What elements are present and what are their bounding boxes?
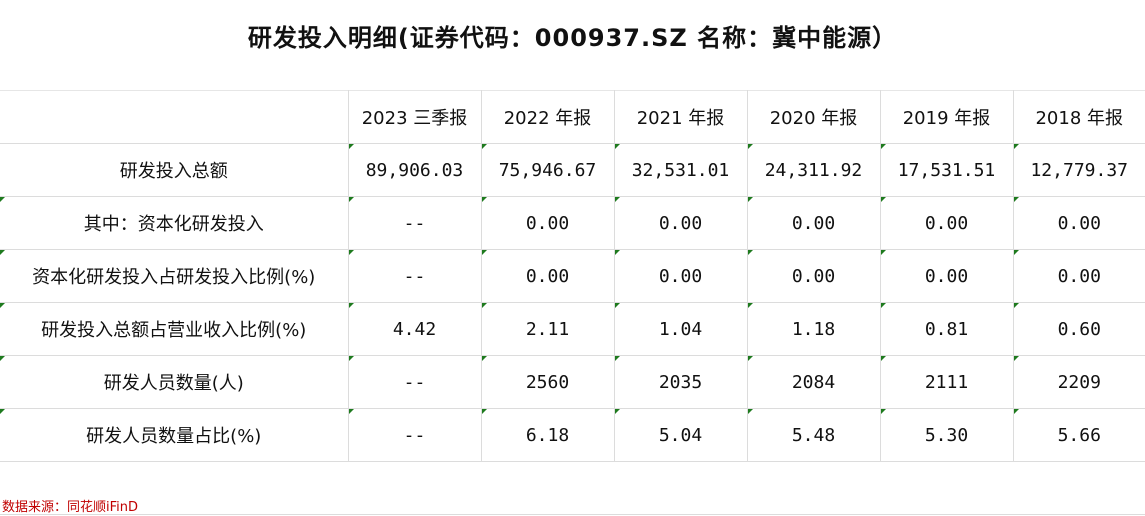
- table-cell: 89,906.03: [347, 143, 482, 197]
- table-cell: 12,779.37: [1012, 143, 1145, 197]
- table-cell: 2560: [480, 355, 615, 409]
- table-row: 资本化研发投入占研发投入比例(%) -- 0.00 0.00 0.00 0.00 0.00: [0, 249, 1145, 303]
- table-cell: 0.00: [1012, 196, 1145, 250]
- table-cell: 0.00: [480, 249, 615, 303]
- column-header: [0, 90, 349, 144]
- table-cell: 75,946.67: [480, 143, 615, 197]
- table-cell: 4.42: [347, 302, 482, 356]
- column-header: 2018 年报: [1012, 90, 1145, 144]
- rd-table: 2023 三季报 2022 年报 2021 年报 2020 年报 2019 年报 2018…: [0, 90, 1145, 462]
- column-header: 2020 年报: [746, 90, 881, 144]
- table-cell: --: [347, 355, 482, 409]
- table-cell: 0.00: [746, 196, 881, 250]
- row-label: 研发人员数量(人): [0, 355, 349, 409]
- table-cell: 6.18: [480, 408, 615, 462]
- table-cell: 5.04: [613, 408, 748, 462]
- table-cell: 0.81: [879, 302, 1014, 356]
- table-cell: 0.00: [879, 196, 1014, 250]
- table-cell: 24,311.92: [746, 143, 881, 197]
- table-cell: 5.30: [879, 408, 1014, 462]
- table-cell: 2111: [879, 355, 1014, 409]
- table-cell: 5.48: [746, 408, 881, 462]
- table-cell: 5.66: [1012, 408, 1145, 462]
- column-header: 2022 年报: [480, 90, 615, 144]
- table-cell: 0.00: [613, 249, 748, 303]
- data-source: 数据来源：同花顺iFinD: [2, 500, 139, 515]
- table-cell: 17,531.51: [879, 143, 1014, 197]
- table-cell: 2209: [1012, 355, 1145, 409]
- row-label: 资本化研发投入占研发投入比例(%): [0, 249, 349, 303]
- table-cell: --: [347, 196, 482, 250]
- header-row: 2023 三季报 2022 年报 2021 年报 2020 年报 2019 年报 2018…: [0, 90, 1145, 144]
- table-cell: --: [347, 408, 482, 462]
- table-cell: --: [347, 249, 482, 303]
- row-label: 研发人员数量占比(%): [0, 408, 349, 462]
- column-header: 2019 年报: [879, 90, 1014, 144]
- column-header: 2021 年报: [613, 90, 748, 144]
- row-label: 研发投入总额占营业收入比例(%): [0, 302, 349, 356]
- table-cell: 0.00: [1012, 249, 1145, 303]
- table-cell: 0.00: [879, 249, 1014, 303]
- footer-row: 数据来源：同花顺iFinD: [0, 461, 1145, 515]
- table-cell: 0.00: [746, 249, 881, 303]
- column-header: 2023 三季报: [347, 90, 482, 144]
- table-row: 研发人员数量(人) -- 2560 2035 2084 2111 2209: [0, 355, 1145, 409]
- table-row: 研发投入总额 89,906.03 75,946.67 32,531.01 24,311.…: [0, 143, 1145, 197]
- table-cell: 2035: [613, 355, 748, 409]
- table-cell: 0.00: [613, 196, 748, 250]
- table-row: 研发投入总额占营业收入比例(%) 4.42 2.11 1.04 1.18 0.81 0.60: [0, 302, 1145, 356]
- page-title: 研发投入明细(证券代码：000937.SZ 名称：冀中能源）: [247, 24, 898, 52]
- table-cell: 0.60: [1012, 302, 1145, 356]
- table-cell: 1.04: [613, 302, 748, 356]
- table-row: 其中：资本化研发投入 -- 0.00 0.00 0.00 0.00 0.00: [0, 196, 1145, 250]
- table-row: 研发人员数量占比(%) -- 6.18 5.04 5.48 5.30 5.66: [0, 408, 1145, 462]
- table-cell: 2084: [746, 355, 881, 409]
- table-cell: 1.18: [746, 302, 881, 356]
- table-cell: 32,531.01: [613, 143, 748, 197]
- table-cell: 2.11: [480, 302, 615, 356]
- row-label: 研发投入总额: [0, 143, 349, 197]
- row-label: 其中：资本化研发投入: [0, 196, 349, 250]
- table-cell: 0.00: [480, 196, 615, 250]
